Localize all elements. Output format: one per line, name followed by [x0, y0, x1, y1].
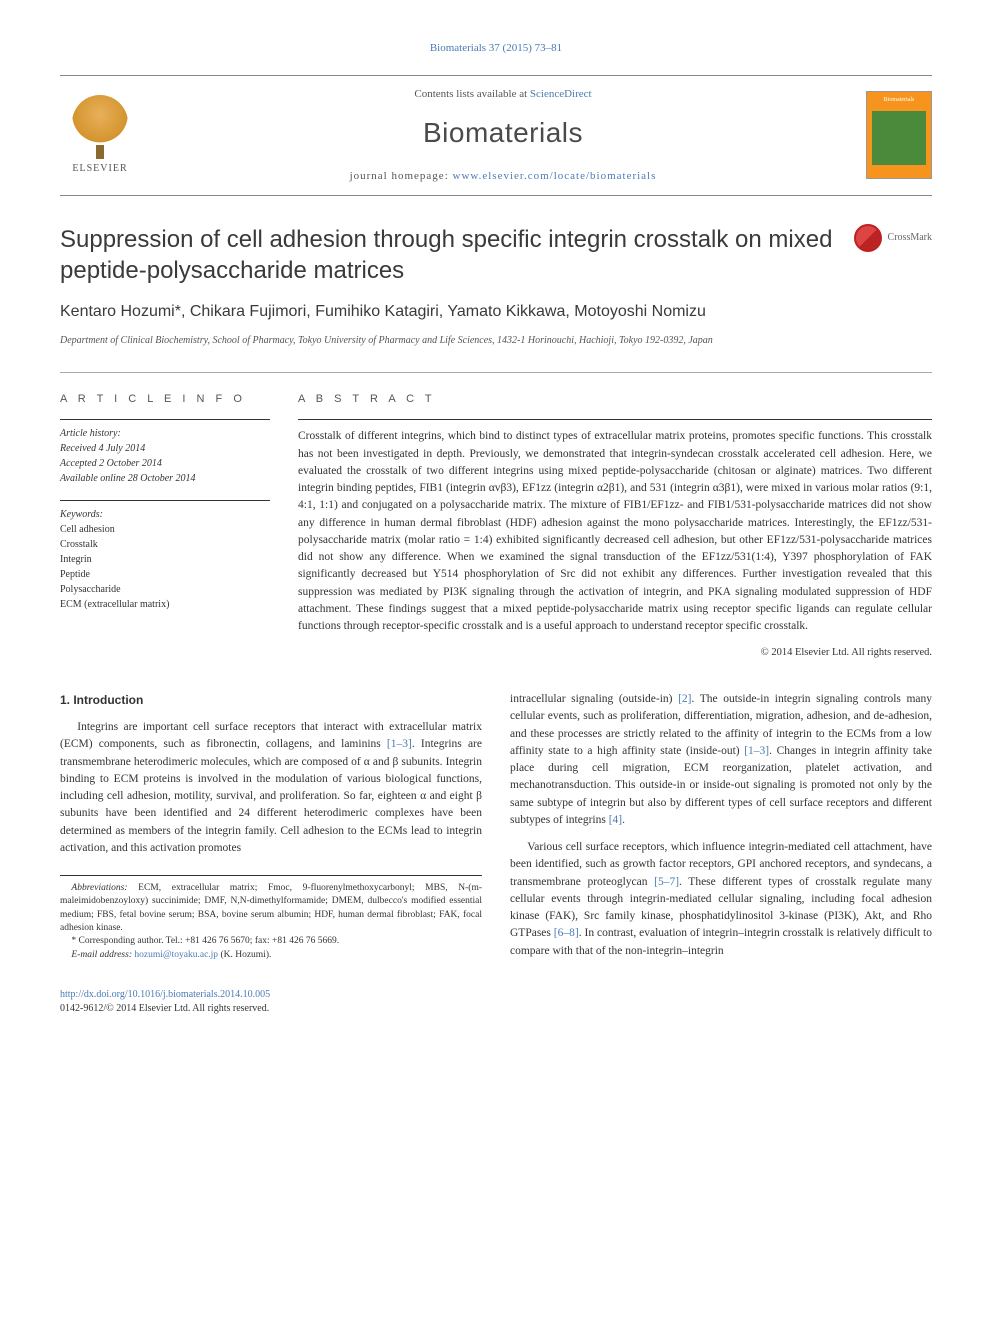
info-abstract-row: A R T I C L E I N F O Article history: R…: [60, 372, 932, 661]
email-link[interactable]: hozumi@toyaku.ac.jp: [134, 950, 218, 960]
journal-header: ELSEVIER Contents lists available at Sci…: [60, 75, 932, 196]
received-date: Received 4 July 2014: [60, 443, 145, 454]
ref-link[interactable]: [4]: [609, 814, 622, 826]
article-history: Article history: Received 4 July 2014 Ac…: [60, 419, 270, 486]
contents-prefix: Contents lists available at: [414, 88, 529, 100]
history-label: Article history:: [60, 428, 121, 439]
elsevier-tree-icon: [72, 95, 128, 151]
ref-link[interactable]: [6–8]: [554, 927, 579, 939]
intro-paragraph-2: intracellular signaling (outside-in) [2]…: [510, 691, 932, 829]
crossmark-badge[interactable]: CrossMark: [854, 224, 932, 252]
keyword: Crosstalk: [60, 539, 98, 550]
ref-link[interactable]: [1–3]: [387, 738, 412, 750]
publisher-logo: ELSEVIER: [60, 90, 140, 180]
affiliation: Department of Clinical Biochemistry, Sch…: [60, 334, 932, 348]
accepted-date: Accepted 2 October 2014: [60, 458, 162, 469]
title-row: Suppression of cell adhesion through spe…: [60, 224, 932, 286]
intro-heading: 1. Introduction: [60, 691, 482, 709]
p2a: intracellular signaling (outside-in): [510, 693, 678, 705]
publisher-name: ELSEVIER: [72, 161, 127, 176]
abstract-copyright: © 2014 Elsevier Ltd. All rights reserved…: [298, 645, 932, 661]
keyword: Peptide: [60, 569, 90, 580]
authors-text: Kentaro Hozumi*, Chikara Fujimori, Fumih…: [60, 303, 706, 320]
keyword: Polysaccharide: [60, 584, 121, 595]
header-center: Contents lists available at ScienceDirec…: [140, 86, 866, 185]
footnotes: Abbreviations: ECM, extracellular matrix…: [60, 875, 482, 962]
article-info-heading: A R T I C L E I N F O: [60, 391, 270, 408]
journal-homepage: journal homepage: www.elsevier.com/locat…: [140, 168, 866, 185]
corresponding-footnote: * Corresponding author. Tel.: +81 426 76…: [60, 935, 482, 948]
bottom-bar: http://dx.doi.org/10.1016/j.biomaterials…: [60, 988, 932, 1016]
abbreviations-footnote: Abbreviations: ECM, extracellular matrix…: [60, 882, 482, 935]
ref-link[interactable]: [5–7]: [654, 876, 679, 888]
sciencedirect-link[interactable]: ScienceDirect: [530, 88, 592, 100]
cover-thumb-title: Biomaterials: [884, 96, 915, 105]
body-col-left: 1. Introduction Integrins are important …: [60, 691, 482, 970]
keywords-block: Keywords: Cell adhesion Crosstalk Integr…: [60, 500, 270, 612]
intro-paragraph-3: Various cell surface receptors, which in…: [510, 839, 932, 960]
homepage-prefix: journal homepage:: [350, 170, 453, 182]
issn-copyright: 0142-9612/© 2014 Elsevier Ltd. All right…: [60, 1003, 269, 1014]
email-footnote: E-mail address: hozumi@toyaku.ac.jp (K. …: [60, 949, 482, 962]
email-label: E-mail address:: [71, 950, 134, 960]
cover-thumb-image: [872, 111, 926, 165]
keyword: Integrin: [60, 554, 92, 565]
abstract-column: A B S T R A C T Crosstalk of different i…: [298, 391, 932, 661]
abstract-text: Crosstalk of different integrins, which …: [298, 419, 932, 635]
crossmark-label: CrossMark: [888, 230, 932, 245]
ref-link[interactable]: [1–3]: [744, 745, 769, 757]
p2d: .: [622, 814, 625, 826]
abstract-heading: A B S T R A C T: [298, 391, 932, 408]
doi-link[interactable]: http://dx.doi.org/10.1016/j.biomaterials…: [60, 989, 270, 1000]
keyword: Cell adhesion: [60, 524, 115, 535]
abbrev-label: Abbreviations:: [71, 883, 127, 893]
keywords-label: Keywords:: [60, 507, 270, 522]
homepage-link[interactable]: www.elsevier.com/locate/biomaterials: [453, 170, 657, 182]
email-suffix: (K. Hozumi).: [218, 950, 271, 960]
keyword: ECM (extracellular matrix): [60, 599, 169, 610]
journal-name: Biomaterials: [140, 112, 866, 154]
online-date: Available online 28 October 2014: [60, 473, 196, 484]
top-citation: Biomaterials 37 (2015) 73–81: [60, 40, 932, 57]
contents-line: Contents lists available at ScienceDirec…: [140, 86, 866, 103]
ref-link[interactable]: [2]: [678, 693, 691, 705]
body-col-right: intracellular signaling (outside-in) [2]…: [510, 691, 932, 970]
body-columns: 1. Introduction Integrins are important …: [60, 691, 932, 970]
article-title: Suppression of cell adhesion through spe…: [60, 224, 854, 286]
p2c: . Changes in integrin affinity take plac…: [510, 745, 932, 826]
authors-line: Kentaro Hozumi*, Chikara Fujimori, Fumih…: [60, 300, 932, 324]
article-info-sidebar: A R T I C L E I N F O Article history: R…: [60, 391, 270, 661]
crossmark-icon: [854, 224, 882, 252]
p1b: . Integrins are transmembrane heterodime…: [60, 738, 482, 854]
intro-paragraph-1: Integrins are important cell surface rec…: [60, 719, 482, 857]
journal-cover-thumb: Biomaterials: [866, 91, 932, 179]
